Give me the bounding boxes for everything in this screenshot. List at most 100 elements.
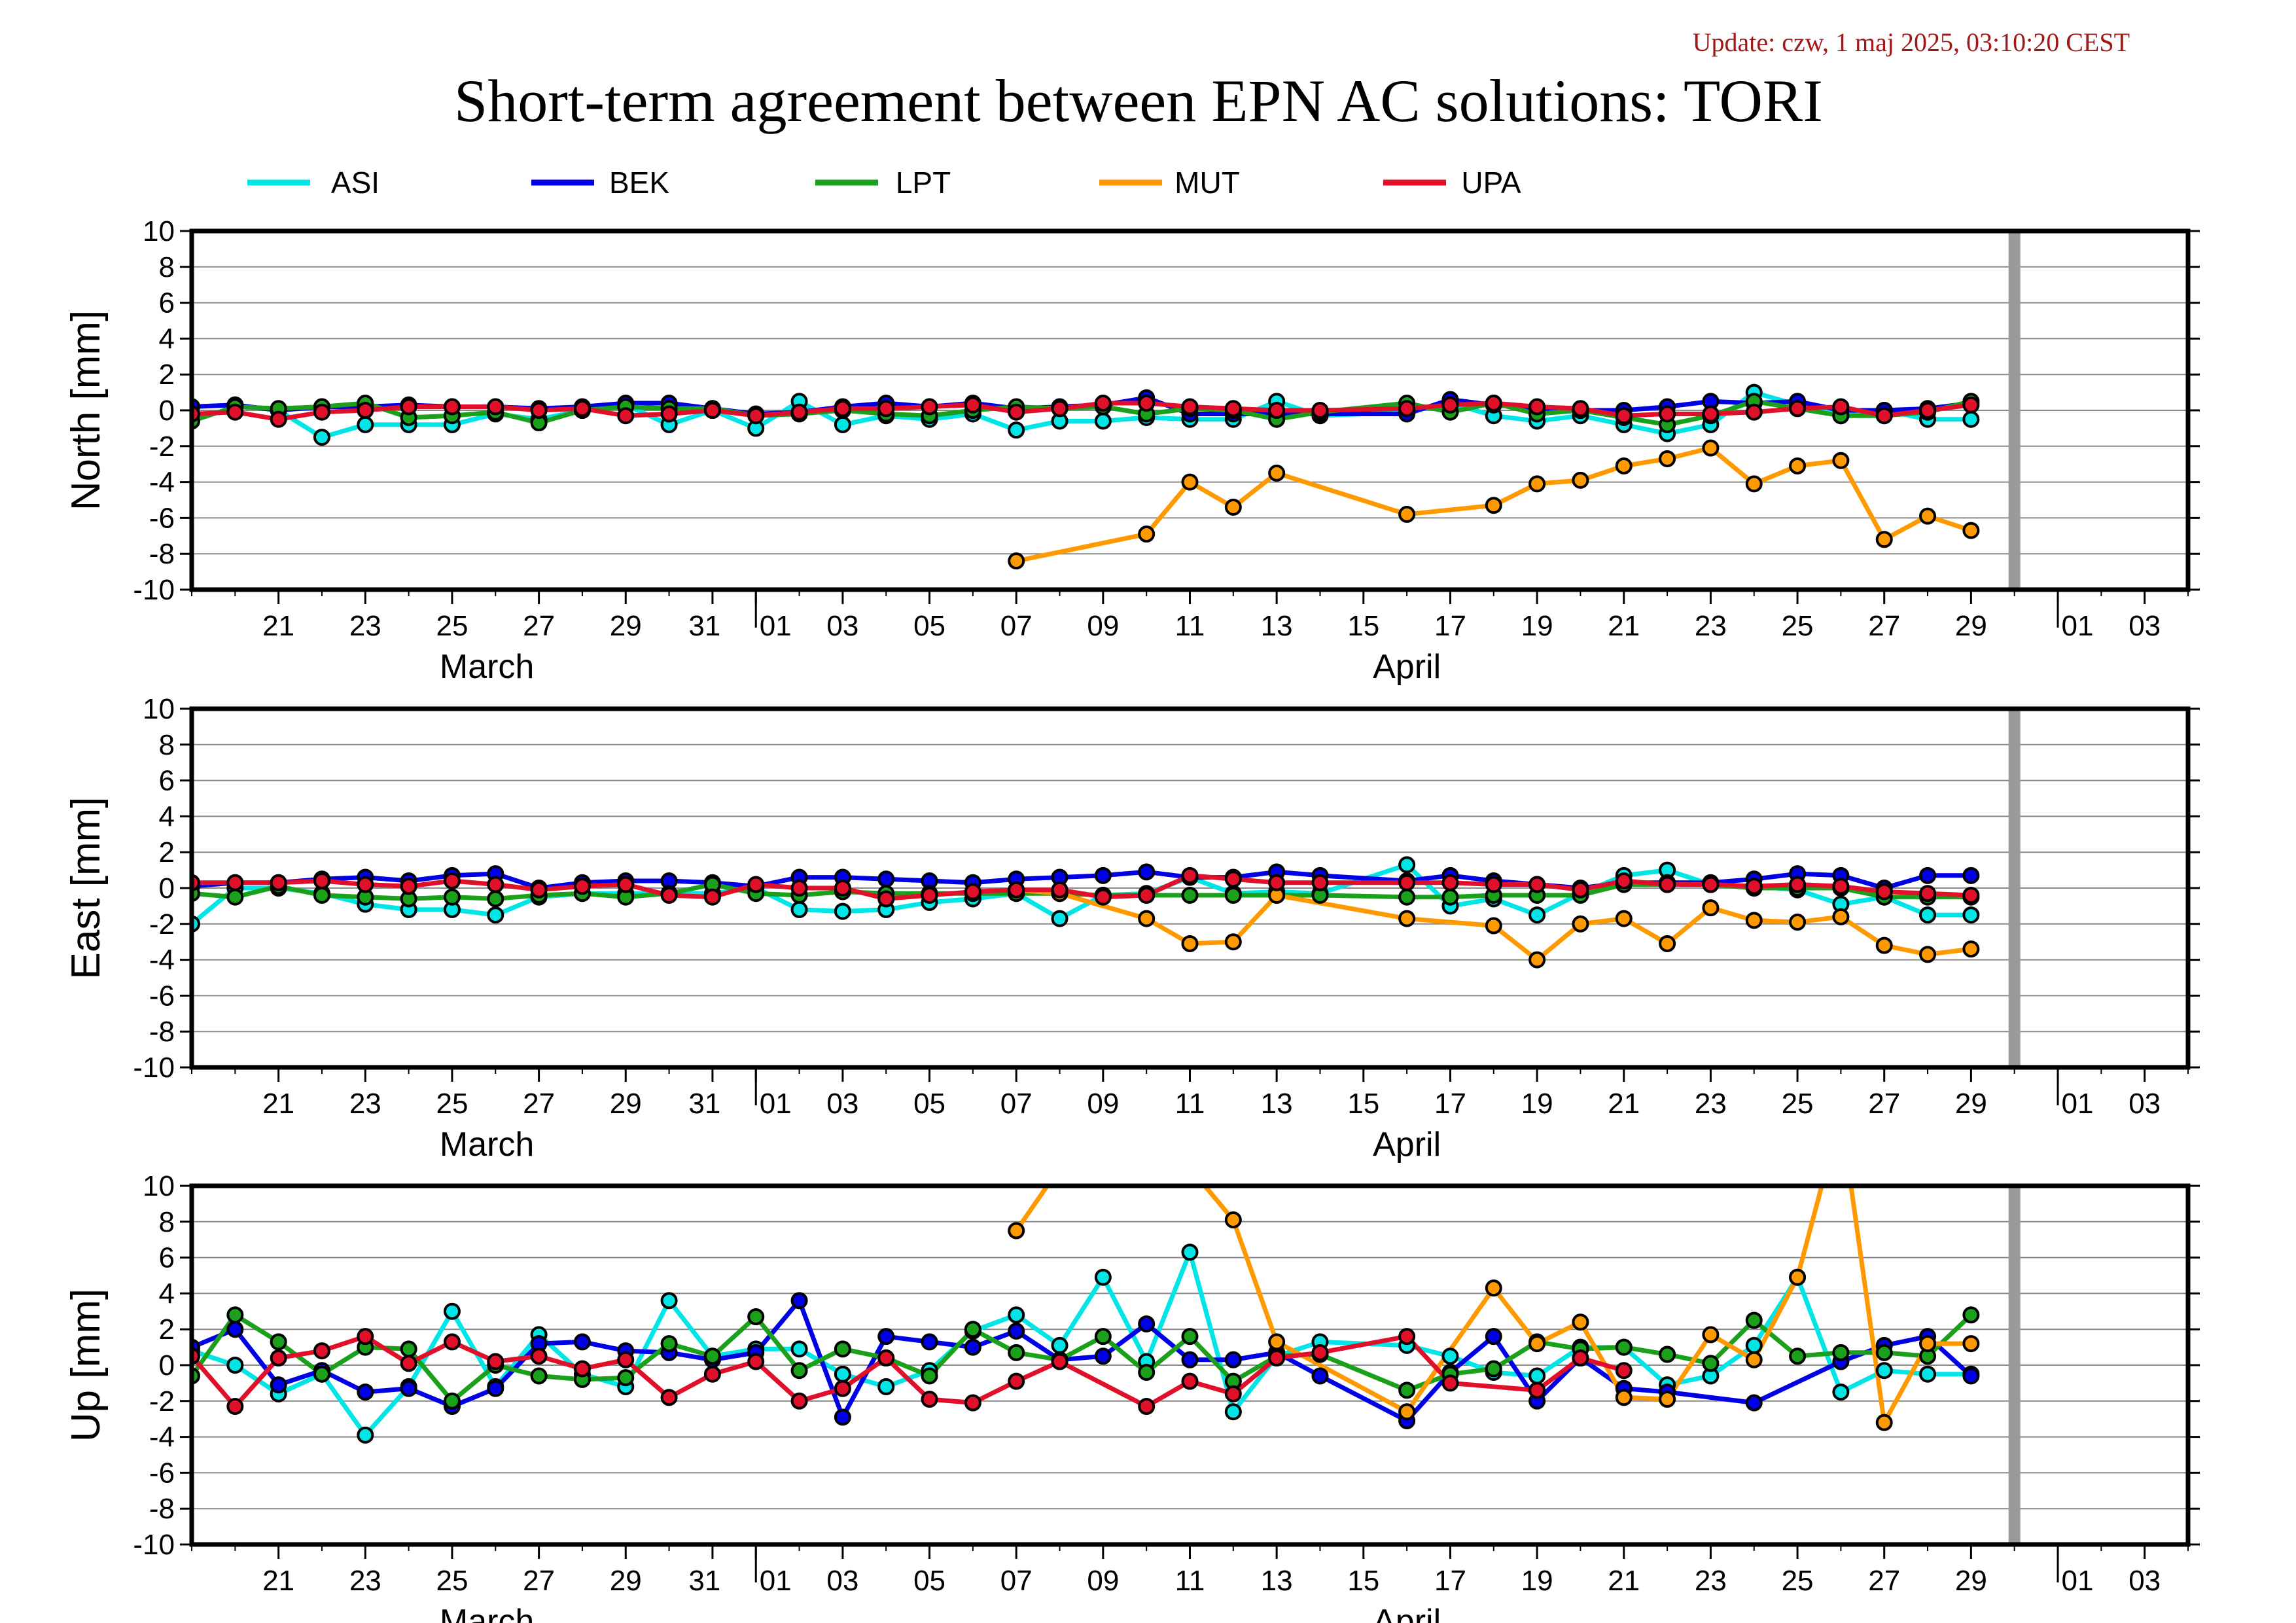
data-point-upa (1181, 398, 1199, 416)
data-point-asi (1528, 1367, 1546, 1385)
data-point-upa (1094, 395, 1112, 412)
data-point-upa (1875, 883, 1893, 901)
data-point-asi (790, 901, 808, 918)
x-tick-label: 23 (349, 1565, 381, 1597)
y-axis-label: North [mm] (63, 310, 109, 511)
x-tick-label: 03 (826, 610, 858, 642)
series-line-mut (1014, 1186, 1971, 1425)
y-tick-label: -6 (149, 980, 175, 1012)
plot-frame (189, 706, 2191, 1070)
data-point-upa (226, 403, 244, 421)
data-point-mut (1659, 1391, 1676, 1408)
data-point-asi (1051, 910, 1069, 927)
x-tick-label: 19 (1521, 1565, 1553, 1597)
data-point-upa (226, 1398, 244, 1416)
x-tick-label: 03 (826, 1565, 858, 1597)
data-point-lpt (487, 890, 504, 908)
y-tick-label: 4 (159, 1277, 175, 1310)
data-point-upa (1398, 874, 1416, 891)
data-point-upa (1224, 400, 1242, 418)
data-point-upa (443, 1333, 461, 1351)
data-point-lpt (1745, 1311, 1763, 1329)
data-point-upa (270, 1349, 287, 1367)
data-point-mut (1008, 552, 1025, 570)
data-point-upa (660, 1389, 678, 1406)
data-point-mut (1224, 1211, 1242, 1229)
data-point-upa (703, 1365, 721, 1383)
data-point-upa (226, 874, 244, 891)
data-point-upa (1615, 407, 1633, 425)
x-tick-label: 07 (1000, 610, 1033, 642)
data-point-mut (1962, 1335, 1980, 1353)
data-point-asi (487, 906, 504, 924)
data-point-mut (1615, 457, 1633, 474)
data-point-asi (1962, 410, 1980, 428)
y-tick-label: -8 (149, 538, 175, 570)
data-point-upa (1008, 403, 1025, 421)
data-point-mut (1875, 936, 1893, 954)
data-point-upa (964, 883, 981, 901)
x-tick-label: 29 (610, 1088, 642, 1120)
data-point-upa (921, 398, 938, 416)
data-point-upa (1572, 1349, 1589, 1367)
y-tick-label: -6 (149, 1457, 175, 1489)
y-tick-label: 0 (159, 1349, 175, 1382)
data-point-upa (877, 1349, 895, 1367)
series-layer (192, 1186, 1980, 1444)
data-point-upa (1094, 888, 1112, 906)
x-tick-label: 01 (2062, 1565, 2094, 1597)
x-tick-label: 11 (1175, 1565, 1205, 1597)
data-point-upa (487, 876, 504, 893)
data-point-bek (1745, 1394, 1763, 1412)
data-point-asi (1919, 906, 1937, 924)
data-point-upa (1572, 400, 1589, 418)
x-tick-label: 27 (523, 1088, 555, 1120)
data-point-mut (1702, 1326, 1720, 1344)
x-tick-label: 01 (760, 610, 792, 642)
data-point-upa (1528, 876, 1546, 893)
data-point-asi (1528, 906, 1546, 924)
x-tick-label: 27 (523, 1565, 555, 1597)
x-tick-label: 21 (262, 1565, 294, 1597)
data-point-mut (1832, 452, 1850, 469)
data-point-upa (1268, 1349, 1286, 1367)
data-point-bek (1008, 1322, 1025, 1340)
data-point-upa (400, 878, 417, 895)
data-point-mut (1875, 531, 1893, 548)
plot-frame (189, 1183, 2191, 1547)
data-point-mut (1224, 933, 1242, 951)
data-point-bek (226, 1321, 244, 1338)
data-point-upa (1224, 1385, 1242, 1402)
data-point-upa (1875, 407, 1893, 425)
x-tick-label: 23 (349, 1088, 381, 1120)
x-tick-label: 31 (688, 1088, 720, 1120)
month-label-march: March (440, 1603, 534, 1623)
data-point-upa (270, 874, 287, 891)
data-point-upa (660, 886, 678, 904)
x-tick-label: 25 (436, 1565, 468, 1597)
data-point-asi (834, 1365, 851, 1383)
data-point-upa (530, 1347, 548, 1365)
data-point-mut (1702, 899, 1720, 917)
data-point-asi (1094, 412, 1112, 430)
x-tick-label: 17 (1434, 1565, 1466, 1597)
x-tick-label: 29 (610, 1565, 642, 1597)
data-point-upa (573, 878, 591, 895)
x-tick-label: 27 (1868, 1088, 1900, 1120)
y-tick-label: 0 (159, 395, 175, 427)
y-tick-label: -4 (149, 944, 175, 976)
data-point-lpt (1441, 888, 1459, 906)
y-tick-label: 0 (159, 872, 175, 904)
data-point-lpt (1615, 1338, 1633, 1356)
data-point-upa (747, 876, 765, 893)
data-point-mut (1528, 475, 1546, 493)
x-tick-label: 03 (2128, 610, 2161, 642)
panel-east: 10 8 64 2 0 -2 -4 -6 -8 -10 East [mm] 21 23 25 27 29 31 0… (63, 693, 2200, 1164)
x-tick-label: 15 (1347, 1565, 1379, 1597)
data-point-upa (1528, 398, 1546, 416)
x-tick-label: 03 (2128, 1088, 2161, 1120)
data-point-bek (1094, 1347, 1112, 1365)
data-point-upa (1008, 881, 1025, 899)
plot-frame (189, 228, 2191, 592)
